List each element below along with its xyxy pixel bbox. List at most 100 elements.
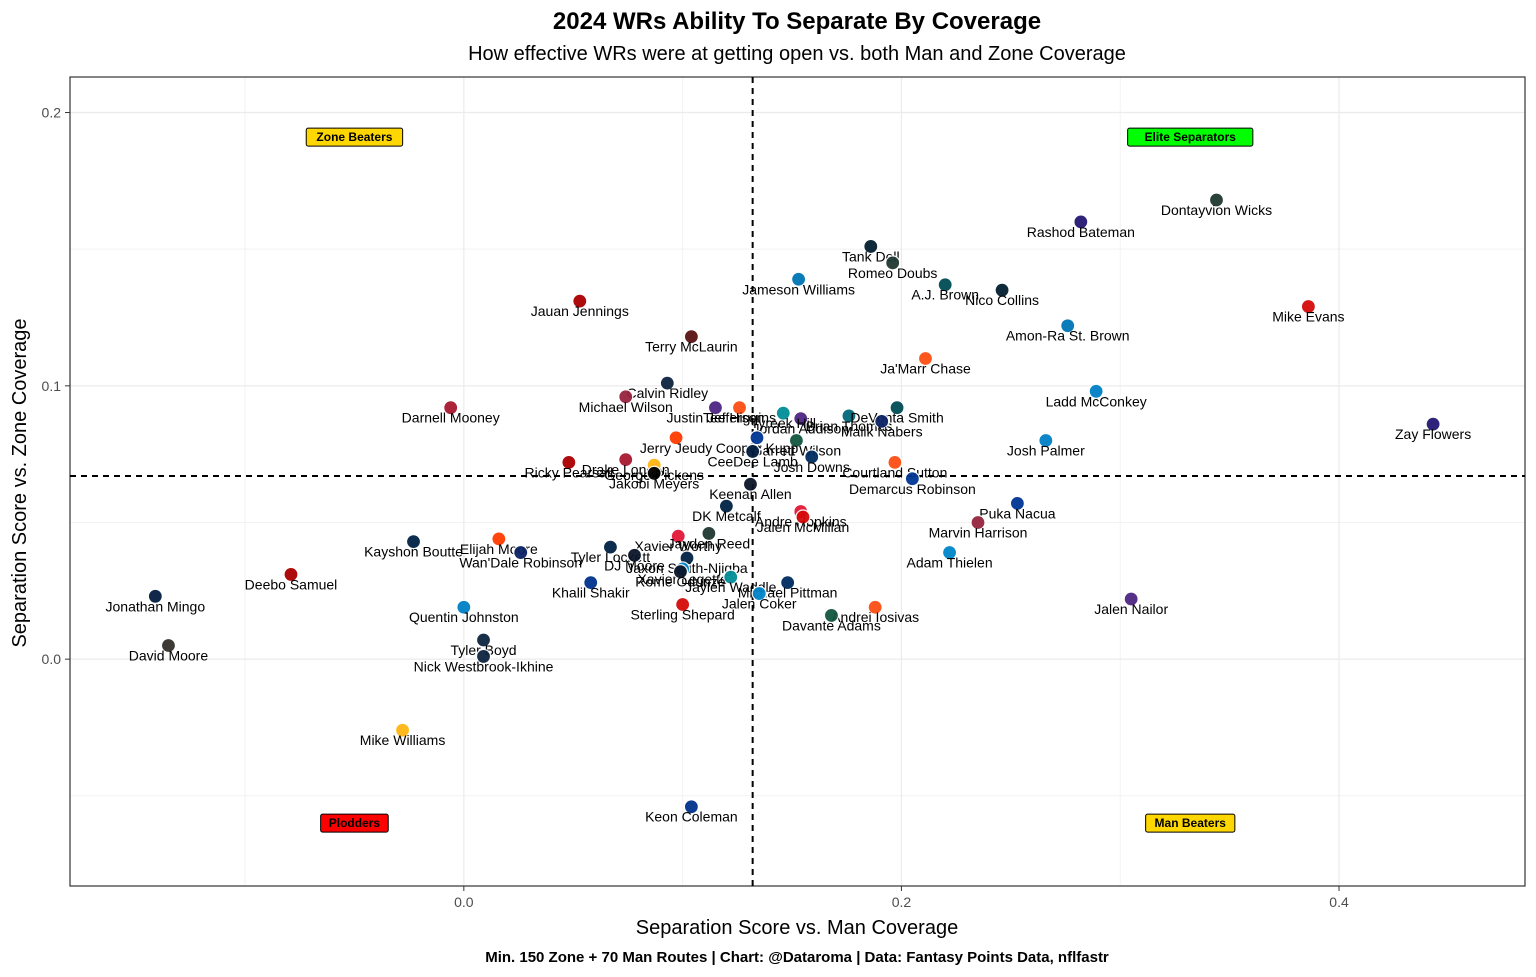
team-logo-marker [751, 585, 767, 602]
player-label: Malik Nabers [841, 423, 923, 439]
team-logo-marker [646, 465, 662, 481]
player-label: Keenan Allen [709, 486, 792, 502]
player-label: Demarcus Robinson [849, 481, 976, 497]
team-logo-marker [1009, 495, 1025, 511]
player-label: David Moore [129, 647, 209, 663]
team-logo-marker [941, 544, 958, 561]
plot-border [69, 76, 1526, 887]
team-logo-marker [841, 408, 857, 424]
player-label: Josh Palmer [1007, 443, 1085, 459]
x-tick-label: 0.4 [1329, 894, 1349, 910]
player-label: Jonathan Mingo [106, 598, 206, 614]
player-label: Ja'Marr Chase [880, 361, 971, 377]
quadrant-label-box [320, 813, 389, 833]
player-label: Dontayvion Wicks [1161, 202, 1272, 218]
team-logo-marker [1060, 318, 1076, 334]
player-label: Jayden Reed [668, 535, 751, 551]
team-logo-marker [491, 531, 507, 547]
player-label: Jordan Addison [753, 421, 850, 437]
team-logo-marker [1088, 383, 1104, 399]
team-logo-marker [443, 400, 459, 416]
team-logo-marker [1123, 591, 1139, 607]
player-label: Mike Williams [360, 732, 446, 748]
chart-title: 2024 WRs Ability To Separate By Coverage [553, 8, 1041, 35]
player-label: DK Metcalf [692, 508, 761, 524]
x-axis-label: Separation Score vs. Man Coverage [636, 917, 958, 939]
player-label: Justin Jefferson [667, 410, 765, 426]
team-logo-marker [561, 454, 577, 470]
chart-subtitle: How effective WRs were at getting open v… [468, 43, 1126, 65]
player-label: Andrei Iosivas [831, 609, 919, 625]
player-label: Tee Higgins [703, 410, 776, 426]
plot-area: 0.0 0.2 0.4 0.0 0.1 0.2 Zone Beaters Elite Sepa… [42, 76, 1526, 910]
team-logo-marker [731, 400, 748, 416]
team-logo-marker [456, 599, 472, 615]
team-logo-marker [147, 588, 163, 604]
y-tick-label: 0.0 [42, 651, 62, 667]
quadrant-label-box [1127, 127, 1254, 147]
team-logo-marker [1073, 214, 1089, 230]
chart-caption: Min. 150 Zone + 70 Man Routes | Chart: @… [485, 949, 1109, 966]
player-label: Puka Nacua [979, 505, 1055, 521]
player-label: Jameson Williams [742, 281, 855, 297]
team-logo-marker [475, 648, 492, 665]
team-logo-marker [970, 514, 986, 531]
team-logo-marker [749, 430, 765, 446]
player-label: Brian Thomas [805, 418, 892, 434]
player-label: Darnell Mooney [402, 410, 500, 426]
team-logo-marker [790, 271, 807, 287]
player-label: Quentin Johnston [409, 609, 519, 625]
team-logo-marker [618, 389, 634, 405]
team-logo-marker [867, 599, 883, 615]
player-label: Jalen Nailor [1094, 601, 1168, 617]
player-label: Tyreek Hill [751, 415, 816, 431]
team-logo-marker [394, 722, 411, 738]
player-label: Khalil Shakir [552, 585, 630, 601]
player-label: Jerry Jeudy [640, 440, 712, 456]
player-label: Josh Downs [774, 459, 850, 475]
player-label: Mike Evans [1272, 309, 1344, 325]
team-logo-marker [1038, 432, 1054, 449]
team-logo-marker [745, 443, 761, 460]
team-logo-marker [718, 498, 734, 514]
team-logo-marker [626, 547, 643, 563]
quadrant-label-box [305, 127, 404, 147]
team-logo-marker [889, 400, 905, 416]
team-logo-marker [874, 413, 890, 429]
y-axis-label: Separation Score vs. Zone Coverage [9, 318, 31, 647]
player-label: Terry McLaurin [645, 339, 738, 355]
player-label: Rashod Bateman [1027, 224, 1135, 240]
player-label: Keon Coleman [645, 809, 738, 825]
player-label: Calvin Ridley [626, 385, 708, 401]
team-logo-marker [863, 238, 879, 255]
team-logo-marker [723, 569, 739, 585]
player-label: Davante Adams [782, 617, 881, 633]
player-label: A.J. Brown [911, 287, 979, 303]
player-label: Jalen Coker [722, 596, 797, 612]
team-logo-marker [823, 607, 840, 624]
team-logo-marker [1300, 298, 1316, 315]
player-label: Zay Flowers [1395, 426, 1471, 442]
player-label: DJ Moore [604, 557, 665, 573]
quadrant-label-box [1145, 813, 1236, 833]
team-logo-marker [917, 350, 934, 367]
team-logo-marker [572, 293, 588, 309]
team-logo-marker [804, 449, 820, 465]
quadrant-label: Plodders [329, 816, 381, 830]
team-logo-marker [602, 539, 619, 555]
player-label: Jauan Jennings [531, 303, 629, 319]
quadrant-label: Elite Separators [1145, 130, 1237, 144]
player-label: Kayshon Boutte [364, 544, 463, 560]
team-logo-marker [994, 282, 1010, 298]
team-logo-marker [513, 544, 529, 561]
team-logo-marker [887, 454, 903, 470]
team-logo-marker [283, 566, 299, 583]
player-label: Romeo Doubs [848, 265, 938, 281]
quadrant-label: Zone Beaters [316, 130, 392, 144]
player-label: CeeDee Lamb [708, 453, 798, 469]
player-label: Deebo Samuel [245, 576, 338, 592]
team-logo-marker [475, 632, 492, 648]
team-logo-marker [618, 452, 634, 468]
quadrant-label: Man Beaters [1155, 816, 1227, 830]
team-logo-marker [742, 476, 759, 492]
